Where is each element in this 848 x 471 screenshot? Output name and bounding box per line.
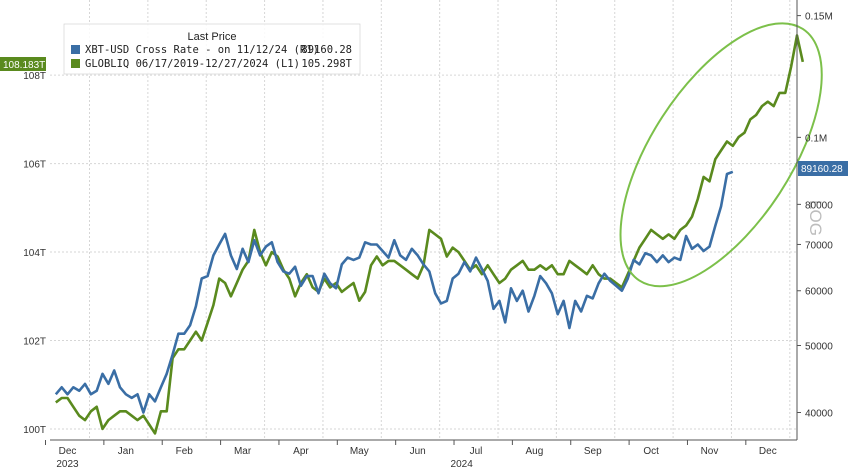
left-tick-label-2: 104T <box>23 248 46 259</box>
legend-value-xbt: 89160.28 <box>301 44 352 56</box>
legend-label-xbt: XBT-USD Cross Rate - on 11/12/24 (R1) <box>85 44 319 56</box>
legend-box <box>63 23 361 75</box>
x-year-label-1: 2024 <box>451 459 474 470</box>
legend-swatch-xbt <box>71 45 80 54</box>
x-axis: Dec Jan Feb Mar Apr May Jun Jul Aug Sep Oct Nov Dec 2… <box>45 439 797 470</box>
left-badge-background <box>0 57 46 71</box>
x-tick-label-2: Feb <box>176 446 194 457</box>
legend-label-globliq: GLOBLIQ 06/17/2019-12/27/2024 (L1) <box>85 58 300 70</box>
right-tick-label-0: 40000 <box>805 409 833 420</box>
log-scale-watermark: LOG <box>806 200 825 236</box>
x-tick-label-5: May <box>350 446 369 457</box>
x-tick-label-10: Oct <box>643 446 659 457</box>
x-tick-label-6: Jun <box>410 446 426 457</box>
right-axis: 40000 50000 60000 70000 80000 0.1M 0.15M <box>797 12 833 420</box>
left-tick-label-1: 102T <box>23 337 46 348</box>
left-badge-text: 108.183T <box>3 60 45 71</box>
series-layer <box>54 34 805 435</box>
left-last-value-badge: 108.183T <box>0 57 46 71</box>
highlight-ellipse <box>619 22 823 288</box>
right-last-value-badge: 89160.28 <box>798 161 848 176</box>
left-tick-label-4: 108T <box>23 71 46 82</box>
x-tick-label-12: Dec <box>759 446 777 457</box>
right-tick-label-5: 0.1M <box>805 133 827 144</box>
left-tick-label-3: 106T <box>23 160 46 171</box>
x-tick-label-0: Dec <box>59 446 77 457</box>
right-tick-label-4: 80000 <box>805 200 833 211</box>
x-tick-label-3: Mar <box>234 446 252 457</box>
x-tick-label-7: Jul <box>470 446 483 457</box>
right-tick-label-1: 50000 <box>805 341 833 352</box>
right-tick-label-2: 60000 <box>805 287 833 298</box>
legend-value-globliq: 105.298T <box>301 58 352 70</box>
x-tick-label-4: Apr <box>293 446 309 457</box>
x-tick-label-9: Sep <box>584 446 602 457</box>
x-tick-label-11: Nov <box>701 446 719 457</box>
legend-swatch-globliq <box>71 59 80 68</box>
series-line-globliq <box>55 34 805 435</box>
left-tick-label-0: 100T <box>23 425 46 436</box>
right-badge-background <box>798 161 848 176</box>
right-tick-label-3: 70000 <box>805 240 833 251</box>
x-tick-label-1: Jan <box>118 446 134 457</box>
right-tick-label-6: 0.15M <box>805 12 833 23</box>
grid <box>50 0 797 440</box>
left-axis: 100T 102T 104T 106T 108T <box>23 71 46 436</box>
legend: Last Price XBT-USD Cross Rate - on 11/12… <box>63 23 361 75</box>
series-line-xbt-usd-cross-rate <box>54 170 734 414</box>
x-tick-label-8: Aug <box>525 446 543 457</box>
right-badge-text: 89160.28 <box>801 164 843 175</box>
x-year-label-0: 2023 <box>56 459 79 470</box>
legend-title: Last Price <box>188 31 237 43</box>
